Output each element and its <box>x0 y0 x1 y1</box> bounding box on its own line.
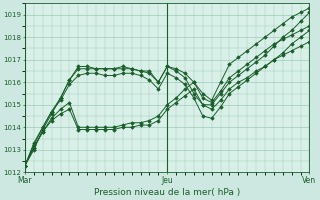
X-axis label: Pression niveau de la mer( hPa ): Pression niveau de la mer( hPa ) <box>94 188 240 197</box>
